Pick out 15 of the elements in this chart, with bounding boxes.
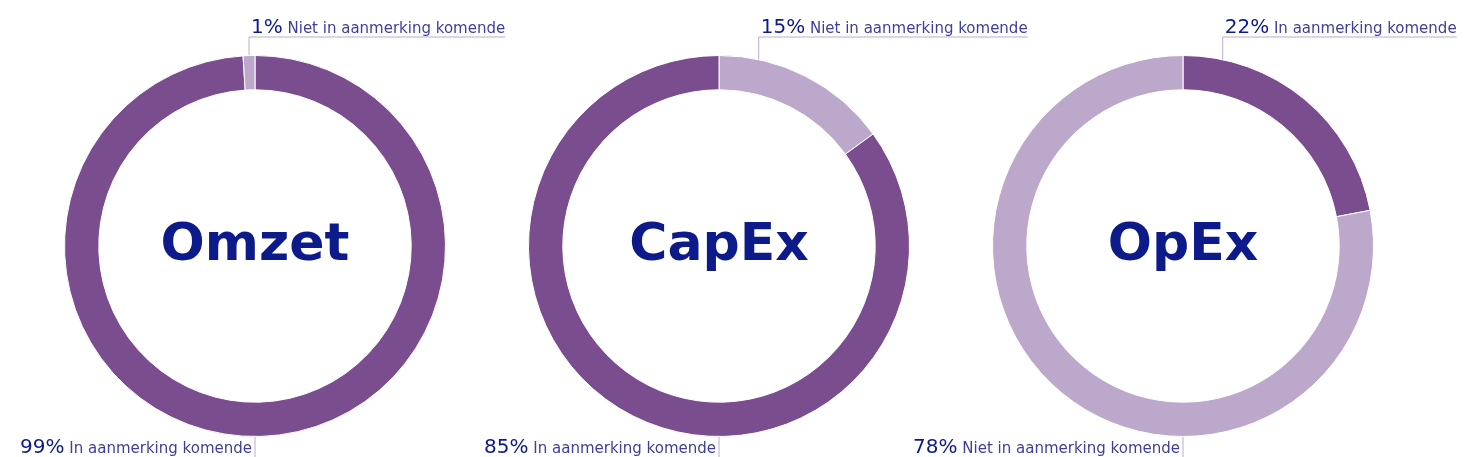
- data-label: 22%: [1224, 14, 1270, 38]
- text: OpEx: [1107, 211, 1259, 272]
- data-label: 1%: [251, 14, 283, 38]
- slice-label: In aanmerking komende: [64, 439, 253, 457]
- slice-label: Niet in aanmerking komende: [957, 439, 1180, 457]
- data-label: 15%: [760, 14, 806, 38]
- data-label: 85%: [484, 434, 529, 457]
- data-label: 99%: [20, 434, 65, 457]
- slice-label: In aanmerking komende: [1269, 19, 1457, 37]
- slice-label: Niet in aanmerking komende: [282, 19, 506, 37]
- slice-label: In aanmerking komende: [528, 439, 717, 457]
- text: Omzet: [160, 211, 350, 272]
- text: CapEx: [629, 211, 809, 272]
- data-label: 78%: [913, 434, 958, 457]
- slice-label: Niet in aanmerking komende: [805, 19, 1028, 37]
